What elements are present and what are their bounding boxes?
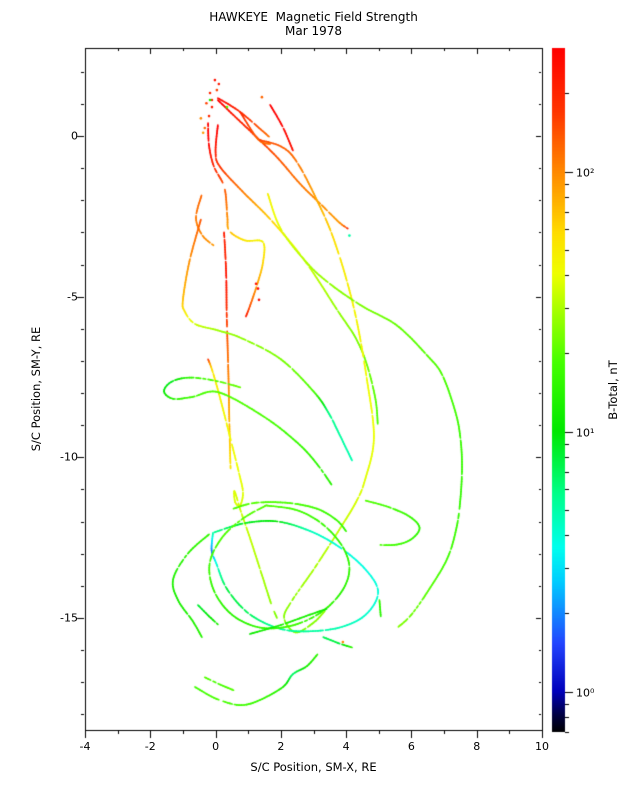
- y-tick-label: 0: [71, 129, 78, 143]
- colorbar-tick-label: 10²: [576, 166, 595, 179]
- x-tick-label: -4: [79, 740, 91, 753]
- x-axis-label: S/C Position, SM-X, RE: [250, 760, 377, 774]
- colorbar-tick-label: 10¹: [576, 426, 595, 439]
- y-tick-label: -15: [60, 611, 78, 625]
- x-tick-label: -2: [144, 740, 156, 753]
- plot-subtitle: Mar 1978: [285, 24, 342, 38]
- plot-title: HAWKEYE Magnetic Field Strength: [209, 10, 418, 24]
- x-tick-label: 4: [342, 740, 350, 753]
- x-tick-label: 2: [277, 740, 285, 753]
- x-tick-label: 0: [212, 740, 220, 753]
- y-tick-label: -10: [60, 450, 78, 464]
- x-tick-label: 10: [535, 740, 549, 753]
- x-tick-label: 8: [473, 740, 481, 753]
- y-axis-label: S/C Position, SM-Y, RE: [29, 326, 43, 452]
- y-tick-label: -5: [67, 290, 78, 304]
- x-tick-label: 6: [407, 740, 415, 753]
- colorbar-label: B-Total, nT: [606, 360, 620, 420]
- colorbar-tick-label: 10⁰: [576, 686, 595, 699]
